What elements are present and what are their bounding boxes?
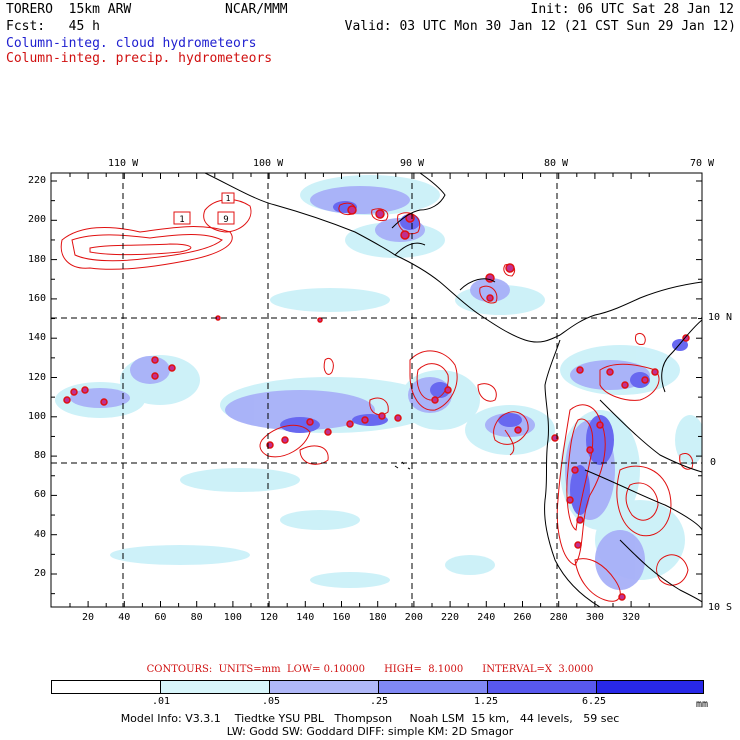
colorbar [51, 680, 704, 694]
x-tick-label: 140 [296, 612, 315, 623]
x-tick-label: 220 [441, 612, 460, 623]
model-info: Model Info: V3.3.1 Tiedtke YSU PBL Thomp… [120, 712, 620, 725]
x-tick-label: 300 [585, 612, 604, 623]
y-tick-label: 200 [28, 214, 47, 226]
x-tick-label: 40 [118, 612, 131, 623]
colorbar-bin-4 [488, 681, 597, 693]
coastlines [204, 173, 702, 607]
lat-lon-grid [51, 173, 702, 607]
y-tick-label: 40 [34, 528, 47, 540]
forecast-map: 1 9 1 [50, 172, 703, 608]
model-title: TORERO 15km ARW [6, 2, 132, 17]
tick-marks [51, 173, 702, 607]
x-tick-label: 200 [404, 612, 423, 623]
org-label: NCAR/MMM [225, 2, 288, 17]
lon-label-110w: 110 W [108, 158, 139, 169]
lat-label-10n: 10 N [708, 312, 733, 323]
colorbar-label-3: 1.25 [474, 696, 499, 707]
physics-info: LW: Godd SW: Goddard DIFF: simple KM: 2D… [226, 725, 514, 738]
lon-label-70w: 70 W [690, 158, 715, 169]
forecast-hour: Fcst: 45 h [6, 19, 100, 34]
y-tick-label: 80 [34, 450, 47, 462]
y-tick-label: 100 [28, 410, 47, 422]
legend-precip: Column-integ. precip. hydrometeors [6, 51, 273, 66]
colorbar-bin-5 [597, 681, 703, 693]
x-tick-label: 160 [332, 612, 351, 623]
x-tick-label: 240 [477, 612, 496, 623]
colorbar-bin-0 [52, 681, 161, 693]
station-boxes [173, 192, 235, 225]
colorbar-bin-3 [379, 681, 488, 693]
y-tick-label: 220 [28, 175, 47, 186]
y-tick-label: 20 [34, 568, 47, 579]
x-tick-label: 120 [260, 612, 279, 623]
x-tick-label: 100 [223, 612, 242, 623]
colorbar-label-2: .25 [370, 696, 389, 707]
y-tick-label: 60 [34, 489, 47, 501]
precip-cores [63, 205, 690, 601]
lat-label-0: 0 [710, 457, 717, 468]
y-tick-label: 180 [28, 253, 47, 265]
x-tick-label: 320 [622, 612, 641, 623]
box-label-1: 1 [179, 215, 184, 225]
legend-cloud: Column-integ. cloud hydrometeors [6, 36, 257, 51]
colorbar-unit: mm [696, 699, 709, 710]
lon-label-90w: 90 W [400, 158, 425, 169]
x-tick-label: 80 [190, 612, 203, 623]
x-tick-label: 280 [549, 612, 568, 623]
y-tick-label: 120 [28, 371, 47, 383]
x-tick-label: 20 [82, 612, 95, 623]
box-label-3: 1 [226, 194, 231, 203]
map-frame [50, 172, 703, 608]
colorbar-label-4: 6.25 [582, 696, 607, 707]
colorbar-label-0: .01 [152, 696, 171, 707]
precip-contours [60, 199, 694, 602]
valid-time: Valid: 03 UTC Mon 30 Jan 12 (21 CST Sun … [344, 19, 736, 34]
y-tick-label: 160 [28, 292, 47, 304]
box-label-2: 9 [223, 215, 228, 225]
init-time: Init: 06 UTC Sat 28 Jan 12 [530, 2, 735, 17]
contour-info: CONTOURS: UNITS=mm LOW= 0.10000 HIGH= 8.… [146, 664, 594, 675]
colorbar-label-1: .05 [262, 696, 281, 707]
colorbar-bin-1 [161, 681, 270, 693]
lon-label-80w: 80 W [544, 158, 569, 169]
x-tick-label: 60 [154, 612, 167, 623]
x-tick-label: 260 [513, 612, 532, 623]
lon-label-100w: 100 W [253, 158, 284, 169]
lat-label-10s: 10 S [708, 602, 733, 613]
x-tick-label: 180 [368, 612, 387, 623]
y-tick-label: 140 [28, 332, 47, 344]
colorbar-bin-2 [270, 681, 379, 693]
